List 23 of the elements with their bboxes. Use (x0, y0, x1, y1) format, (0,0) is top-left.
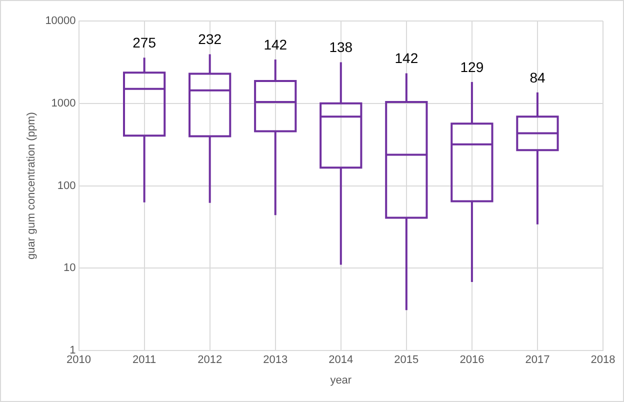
x-tick-label: 2018 (590, 354, 616, 366)
y-tick-label: 1 (70, 344, 76, 357)
x-tick-label: 2016 (460, 354, 484, 366)
x-tick-label: 2015 (394, 354, 419, 366)
x-tick-label: 2012 (198, 354, 222, 366)
y-axis-title: guar gum concentration (ppm) (26, 112, 38, 260)
y-tick-label: 10 (64, 262, 76, 274)
annotation: 138 (329, 39, 353, 56)
annotation: 275 (132, 34, 156, 51)
x-tick-label: 2010 (66, 354, 92, 366)
y-tick-label: 1000 (51, 97, 76, 110)
y-tick-label: 100 (57, 180, 76, 192)
y-tick-label: 10000 (45, 15, 76, 28)
annotation: 129 (460, 58, 484, 75)
x-tick-label: 2014 (328, 354, 354, 366)
annotation: 142 (394, 50, 418, 66)
annotation: 84 (530, 69, 546, 86)
x-axis-title: year (330, 374, 352, 386)
annotation: 232 (198, 31, 222, 48)
x-tick-label: 2017 (525, 354, 550, 366)
x-tick-label: 2011 (132, 354, 156, 366)
x-tick-label: 2013 (263, 354, 288, 366)
annotation: 142 (264, 36, 288, 52)
